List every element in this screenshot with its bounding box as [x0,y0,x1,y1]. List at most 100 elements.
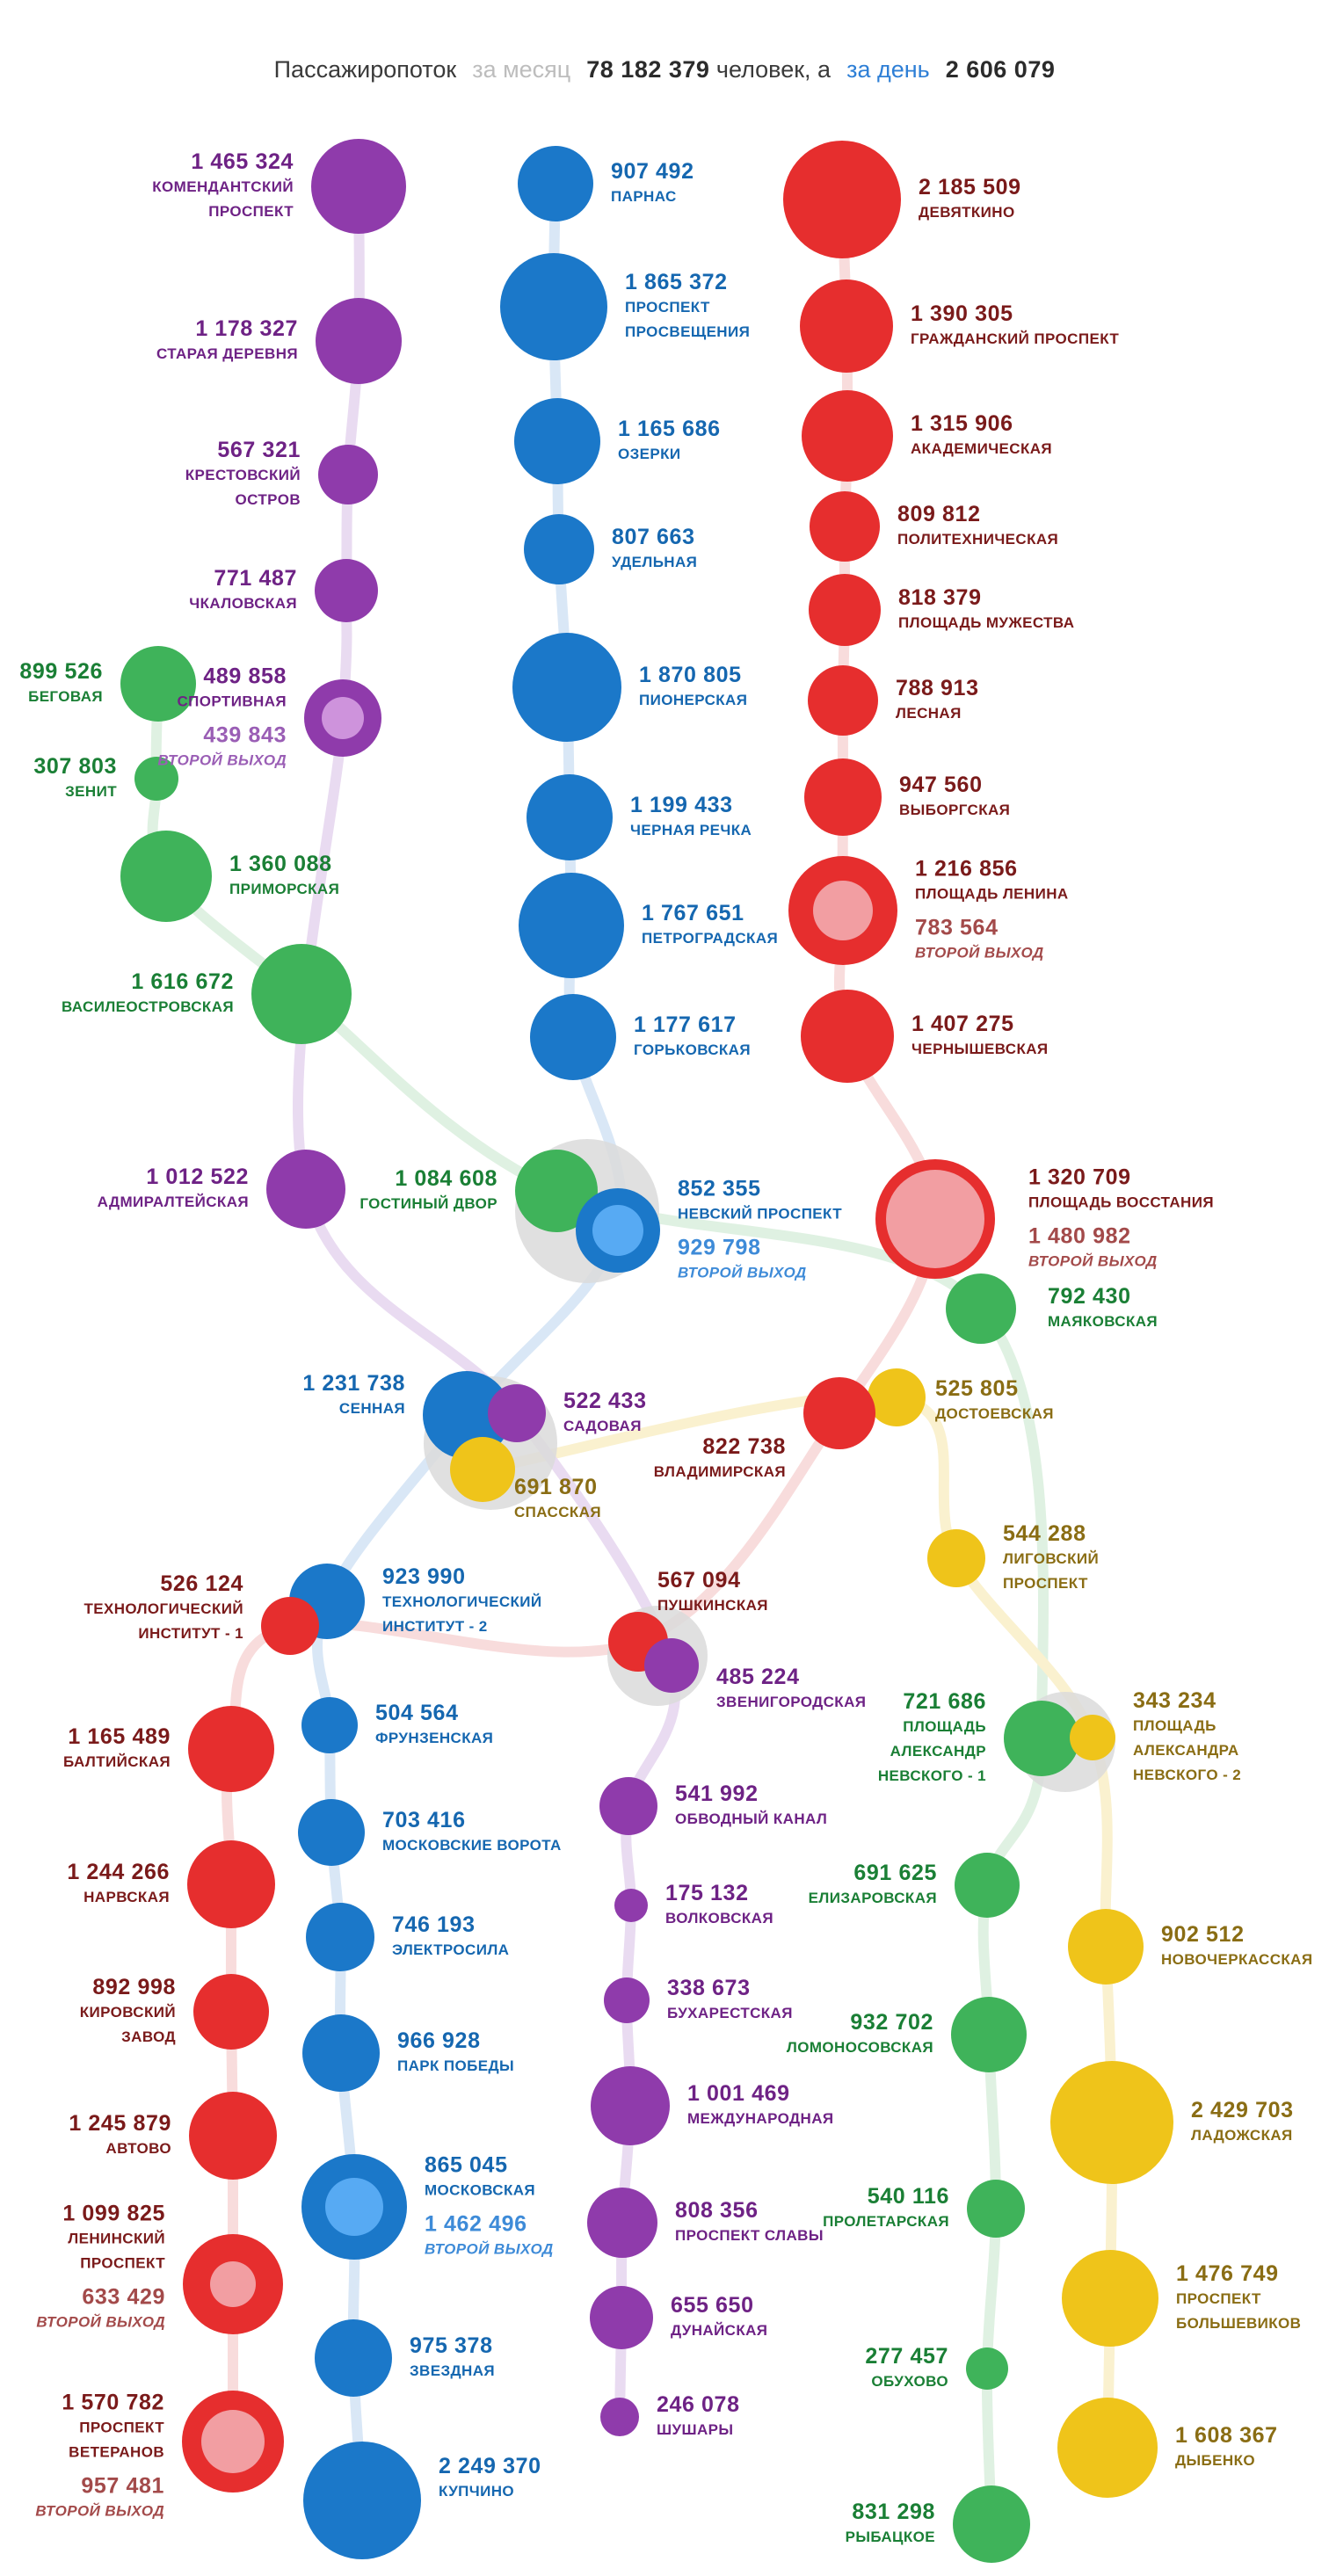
station-value: 703 416 [382,1808,466,1832]
station-label: 1 608 367 ДЫБЕНКО [1175,2422,1278,2473]
station-circle[interactable] [808,665,878,736]
station-circle[interactable] [530,994,616,1080]
station-circle[interactable] [189,2092,277,2180]
station-circle[interactable] [514,398,600,484]
station-circle[interactable] [590,2286,653,2349]
station-circle[interactable] [1050,2061,1173,2184]
station-circle[interactable] [193,1974,269,2050]
station-circle[interactable] [301,1697,358,1753]
station-value: 338 673 [667,1976,751,2000]
month-total-value: 78 182 379 [586,56,710,83]
second-exit-inner-circle [813,881,873,940]
station-value: 1 012 522 [146,1165,249,1189]
station-circle[interactable] [1057,2398,1158,2498]
station-circle[interactable] [315,2319,392,2397]
period-toggle-day[interactable]: за день [846,56,930,83]
station-name: ЧЕРНАЯ РЕЧКА [630,822,752,838]
station-circle[interactable] [183,2234,283,2334]
station-circle[interactable] [261,1597,319,1655]
station-circle[interactable] [1062,2250,1158,2347]
station-label: 1 245 879 АВТОВО [69,2110,171,2161]
station-value: 526 124 [160,1571,243,1596]
station-circle[interactable] [134,757,178,801]
station-label: 489 858 СПОРТИВНАЯ 439 843 ВТОРОЙ ВЫХОД [157,664,287,773]
station-circle[interactable] [298,1799,365,1866]
station-label: 1 099 825 ЛЕНИНСКИЙ ПРОСПЕКТ 633 429 ВТОРОЙ… [36,2201,165,2335]
station-circle[interactable] [868,1368,926,1426]
station-circle[interactable] [966,2347,1008,2390]
period-toggle-month[interactable]: за месяц [472,56,571,83]
station-circle[interactable] [182,2391,284,2493]
station-label: 1 465 324 КОМЕНДАНТСКИЙ ПРОСПЕКТ [152,149,294,224]
station-circle[interactable] [488,1384,546,1442]
station-circle[interactable] [251,944,352,1044]
second-exit-value: 1 462 496 [425,2211,527,2237]
station-value: 1 767 651 [642,901,744,925]
second-exit-inner-circle [886,1170,984,1268]
station-name: УДЕЛЬНАЯ [612,554,698,570]
station-circle[interactable] [1068,1909,1144,1985]
station-circle[interactable] [303,2442,421,2559]
station-circle[interactable] [783,141,901,258]
station-circle[interactable] [311,139,406,234]
station-circle[interactable] [951,1997,1027,2072]
station-circle[interactable] [187,1840,275,1928]
station-circle[interactable] [306,1903,374,1971]
station-circle[interactable] [1004,1701,1079,1776]
station-name: ДОСТОЕВСКАЯ [935,1405,1054,1422]
station-circle[interactable] [500,253,607,360]
station-circle[interactable] [788,856,897,965]
second-exit-value: 929 798 [678,1235,761,1260]
station-circle[interactable] [527,774,613,860]
station-circle[interactable] [120,646,196,722]
station-name: ГОСТИНЫЙ ДВОР [359,1195,497,1212]
station-circle[interactable] [304,679,381,757]
station-name: ЛАДОЖСКАЯ [1191,2127,1293,2144]
station-name: ВОЛКОВСКАЯ [665,1910,773,1927]
station-circle[interactable] [266,1150,345,1229]
station-circle[interactable] [809,574,881,646]
station-circle[interactable] [576,1188,660,1273]
station-circle[interactable] [120,831,212,922]
second-exit-inner-circle [210,2261,256,2307]
station-circle[interactable] [188,1706,274,1792]
station-circle[interactable] [802,390,893,482]
station-circle[interactable] [302,2014,380,2092]
station-value: 175 132 [665,1881,749,1905]
station-circle[interactable] [955,1853,1020,1918]
station-circle[interactable] [519,873,624,978]
station-value: 485 224 [716,1665,800,1689]
station-label: 907 492 ПАРНАС [611,158,694,209]
station-circle[interactable] [315,559,378,622]
station-circle[interactable] [810,491,880,562]
station-label: 525 805 ДОСТОЕВСКАЯ [935,1375,1054,1426]
station-circle[interactable] [512,633,621,742]
station-circle[interactable] [803,1377,875,1449]
station-circle[interactable] [318,445,378,504]
station-circle[interactable] [804,758,882,836]
station-circle[interactable] [946,1273,1016,1344]
station-circle[interactable] [301,2154,407,2260]
station-circle[interactable] [875,1159,995,1279]
station-circle[interactable] [604,1977,650,2023]
station-circle[interactable] [599,1777,657,1835]
station-label: 2 429 703 ЛАДОЖСКАЯ [1191,2097,1294,2148]
station-circle[interactable] [518,146,593,221]
station-circle[interactable] [1070,1715,1115,1760]
station-circle[interactable] [591,2066,670,2145]
station-circle[interactable] [587,2188,657,2258]
station-circle[interactable] [316,298,402,384]
station-label: 721 686 ПЛОЩАДЬ АЛЕКСАНДР НЕВСКОГО - 1 [878,1688,986,1789]
station-circle[interactable] [800,279,893,373]
station-circle[interactable] [953,2485,1030,2563]
station-circle[interactable] [524,514,594,584]
station-circle[interactable] [450,1437,515,1502]
station-circle[interactable] [644,1638,699,1693]
station-name: ЛЕСНАЯ [896,705,962,722]
station-circle[interactable] [927,1529,985,1587]
station-circle[interactable] [600,2398,639,2436]
station-circle[interactable] [614,1889,648,1922]
second-exit-label: ВТОРОЙ ВЫХОД [1028,1252,1158,1270]
station-circle[interactable] [967,2180,1025,2238]
station-circle[interactable] [801,990,894,1083]
